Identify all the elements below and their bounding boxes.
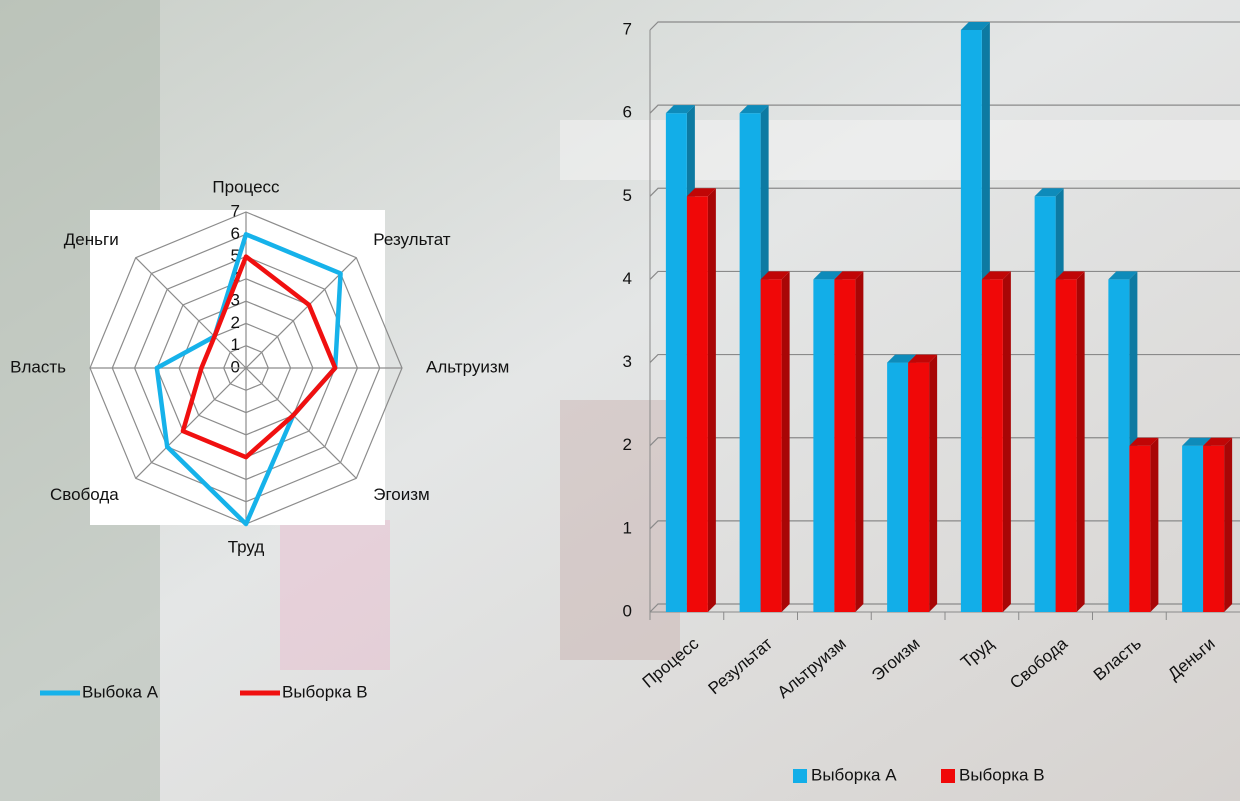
legend-label: Выборка B xyxy=(282,682,368,701)
bar xyxy=(813,279,835,612)
r-tick-label: 7 xyxy=(231,201,240,220)
photo-person xyxy=(560,400,680,660)
bar-side xyxy=(1076,271,1085,612)
category-label: Процесс xyxy=(212,177,280,196)
category-label: Свобода xyxy=(50,485,119,504)
bar-top xyxy=(834,271,864,280)
spoke xyxy=(245,367,357,479)
bar xyxy=(1182,445,1204,612)
bar-top xyxy=(908,354,938,363)
bar-top xyxy=(686,188,716,197)
bar xyxy=(960,30,982,612)
bar xyxy=(887,362,909,612)
r-tick-label: 0 xyxy=(231,357,240,376)
grid-line xyxy=(649,21,1240,31)
category-label: Деньги xyxy=(64,230,119,249)
category-label: Труд xyxy=(228,537,265,556)
series-line xyxy=(180,254,338,460)
spoke xyxy=(135,367,247,479)
legend-swatch xyxy=(941,769,955,783)
bar-top xyxy=(1055,271,1085,280)
y-tick-label: 4 xyxy=(623,269,632,288)
legend-label: Выбока А xyxy=(82,682,159,701)
bar-side xyxy=(855,271,864,612)
r-tick-label: 6 xyxy=(231,224,240,243)
r-tick-label: 3 xyxy=(231,291,240,310)
y-tick-label: 5 xyxy=(623,186,632,205)
category-label: Эгоизм xyxy=(373,485,429,504)
r-tick-label: 5 xyxy=(231,246,240,265)
bar-top xyxy=(887,354,917,363)
bar-top xyxy=(1034,188,1064,197)
bar-top xyxy=(960,22,990,30)
bar-top xyxy=(1182,437,1212,446)
bar xyxy=(1055,279,1077,612)
y-tick-label: 3 xyxy=(623,352,632,371)
y-tick-label: 6 xyxy=(623,103,632,122)
bar-side xyxy=(1224,437,1233,612)
bar-top xyxy=(981,271,1011,280)
category-label: Результат xyxy=(373,230,451,249)
photo-roof xyxy=(560,120,1240,180)
y-tick-label: 7 xyxy=(623,19,632,38)
radar-chart: 01234567ПроцессРезультатАльтруизмЭгоизмТ… xyxy=(10,177,509,701)
bar xyxy=(834,279,856,612)
bar-side xyxy=(781,271,790,612)
bar-side xyxy=(1002,271,1011,612)
bar xyxy=(686,196,708,613)
bar-top xyxy=(1108,271,1138,280)
r-tick-label: 2 xyxy=(231,313,240,332)
y-tick-label: 0 xyxy=(623,601,632,620)
legend-label: Выборка А xyxy=(811,765,897,784)
r-tick-label: 1 xyxy=(231,335,240,354)
bar xyxy=(1034,196,1056,613)
bar xyxy=(760,279,782,612)
y-tick-label: 2 xyxy=(623,435,632,454)
bar-top xyxy=(760,271,790,280)
legend-label: Выборка В xyxy=(959,765,1045,784)
category-label: Альтруизм xyxy=(426,357,509,376)
bar-top xyxy=(813,271,843,280)
y-tick-label: 1 xyxy=(623,518,632,537)
bar xyxy=(665,113,687,613)
bar xyxy=(1129,445,1151,612)
bar-side xyxy=(1150,437,1159,612)
bar-top xyxy=(665,105,695,114)
bar xyxy=(1108,279,1130,612)
bar-top xyxy=(1129,437,1159,446)
bar-top xyxy=(1203,437,1233,446)
bar-side xyxy=(929,354,938,612)
spoke xyxy=(245,257,357,369)
bar-side xyxy=(707,188,716,613)
category-label: Власть xyxy=(10,357,66,376)
bar xyxy=(1203,445,1225,612)
legend-swatch xyxy=(793,769,807,783)
bar xyxy=(739,113,761,613)
photo-person xyxy=(280,520,390,670)
spoke xyxy=(135,257,247,369)
bar-top xyxy=(739,105,769,114)
bar xyxy=(981,279,1003,612)
series-line xyxy=(154,232,343,527)
bar xyxy=(908,362,930,612)
grid-line xyxy=(649,104,1240,114)
